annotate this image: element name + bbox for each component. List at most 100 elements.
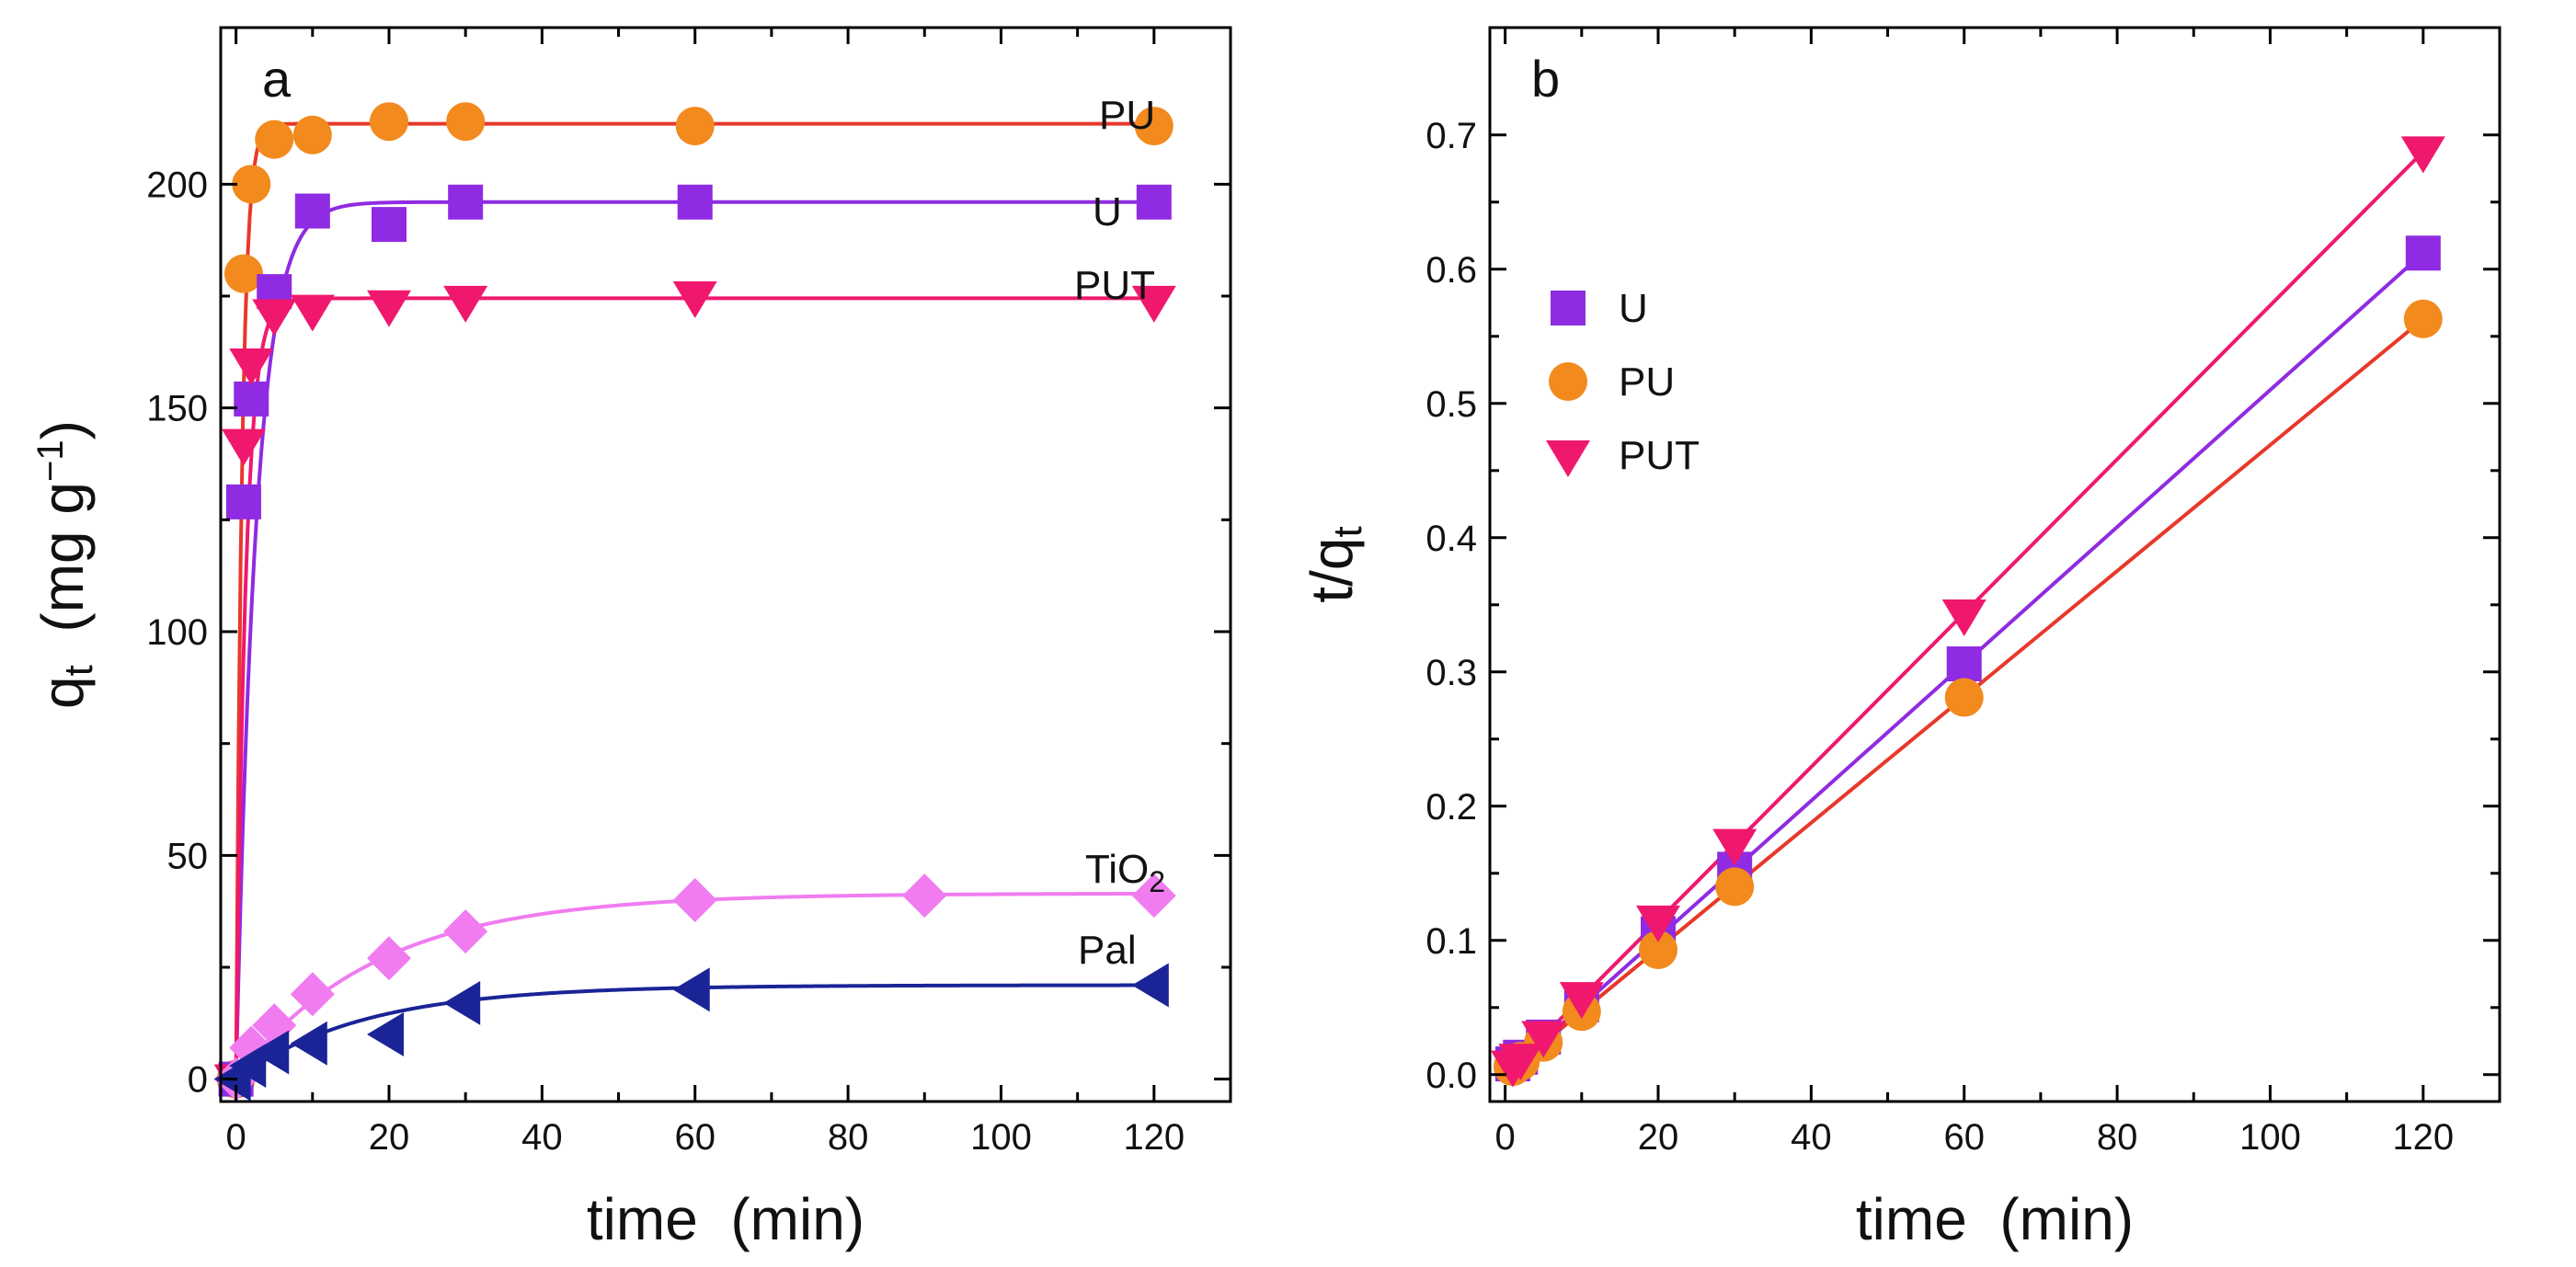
- panel-b-y-axis-title: t/qt: [1299, 526, 1370, 602]
- series-label-pu: PU: [1099, 93, 1155, 138]
- series-label-pal: Pal: [1078, 928, 1137, 973]
- panel-a-y-axis-title: qt (mg g−1): [29, 420, 101, 709]
- series-label-u: U: [1093, 189, 1122, 234]
- b-x-tick-label: 40: [1791, 1117, 1832, 1158]
- data-point-pal: [252, 1030, 290, 1075]
- data-point-u: [294, 193, 330, 229]
- b-x-tick-label: 100: [2239, 1117, 2301, 1158]
- data-point-put: [672, 281, 717, 318]
- b-y-tick-label: 0.2: [1425, 787, 1477, 828]
- b-x-tick-label: 120: [2392, 1117, 2454, 1158]
- data-point-pal: [443, 980, 481, 1025]
- data-point-put: [1559, 982, 1604, 1020]
- y-title-sub: t: [56, 665, 101, 676]
- data-point-pu: [2403, 299, 2443, 338]
- series-label-sub: 2: [1149, 865, 1165, 898]
- data-point-put: [443, 285, 488, 323]
- data-point-u: [225, 484, 261, 519]
- b-x-tick-label: 20: [1638, 1117, 1679, 1158]
- panel-b-letter: b: [1531, 50, 1560, 108]
- legend-label-put: PUT: [1619, 433, 1700, 478]
- panel-b: 0 20 40 60 80 100 1200.00.10.20.30.40.50.60.7 …: [1299, 26, 2502, 1252]
- data-point-put: [1498, 1044, 1543, 1081]
- series-label-put: PUT: [1074, 263, 1155, 308]
- series-label-tio2: TiO2: [1085, 847, 1165, 898]
- panel-a-letter: a: [262, 50, 292, 108]
- data-point-pu: [1944, 678, 1984, 717]
- a-x-tick-label: 100: [970, 1117, 1032, 1158]
- data-point-tio2: [902, 873, 947, 919]
- b-y-tick-label: 0.1: [1425, 921, 1477, 962]
- a-x-tick-label: 0: [226, 1117, 246, 1158]
- data-point-u: [2405, 235, 2441, 271]
- y-title-sub: t: [1325, 526, 1370, 537]
- legend-item-pu: PU: [1549, 360, 1675, 405]
- data-point-pu: [292, 115, 332, 154]
- data-point-pu: [223, 254, 263, 293]
- data-point-put: [2400, 136, 2445, 174]
- panel-b-x-axis-title: time (min): [1856, 1186, 2134, 1252]
- data-point-put: [1941, 599, 1986, 637]
- legend-label-pu: PU: [1619, 360, 1675, 405]
- a-x-tick-label: 20: [369, 1117, 410, 1158]
- b-y-tick-label: 0.5: [1425, 384, 1477, 425]
- panel-a-ticks: 0 20 40 60 80 100 120 0 50 100 150 200: [146, 28, 1231, 1158]
- data-point-put: [1521, 1021, 1566, 1058]
- data-point-tio2: [672, 878, 717, 922]
- data-point-pal: [367, 1012, 404, 1056]
- legend-marker-pu: [1549, 362, 1587, 401]
- data-point-pu: [1639, 930, 1677, 970]
- legend-marker-put: [1546, 440, 1590, 477]
- data-point-put: [221, 428, 266, 466]
- fit-line-pu: [234, 121, 1154, 1079]
- a-y-tick-label: 150: [146, 389, 208, 429]
- data-point-u: [677, 184, 713, 220]
- a-x-tick-label: 80: [828, 1117, 869, 1158]
- a-x-tick-label: 60: [674, 1117, 716, 1158]
- legend-marker-u: [1551, 291, 1586, 325]
- data-point-put: [1712, 828, 1757, 866]
- panel-b-frame: [1488, 26, 2502, 1103]
- panel-a-markers: [213, 102, 1176, 1101]
- data-point-pal: [1131, 963, 1169, 1008]
- data-point-pu: [1715, 867, 1755, 907]
- legend-item-put: PUT: [1546, 433, 1700, 478]
- data-point-u: [372, 207, 406, 243]
- legend-label-u: U: [1619, 286, 1648, 331]
- data-point-u: [234, 381, 269, 417]
- b-x-tick-label: 60: [1943, 1117, 1985, 1158]
- data-point-pu: [675, 107, 715, 146]
- data-point-pu: [446, 102, 486, 142]
- panel-b-ticks: 0 20 40 60 80 100 120 0.0 0.1 0.2 0.3 0.4 0.5 0.6 0.7: [1425, 28, 2500, 1158]
- data-point-put: [252, 299, 297, 337]
- data-point-put: [1636, 905, 1680, 942]
- data-point-put: [290, 294, 335, 332]
- b-y-tick-label: 0.7: [1425, 116, 1477, 156]
- panel-a: 0 20 40 60 80 100 120 0 50 100 150 200 a PU U PUT TiO2…: [29, 26, 1232, 1252]
- data-point-u: [1946, 646, 1982, 682]
- data-point-pal: [672, 967, 710, 1012]
- a-x-tick-label: 40: [521, 1117, 563, 1158]
- data-point-put: [367, 290, 411, 327]
- data-point-u: [1136, 184, 1172, 220]
- b-x-tick-label: 80: [2097, 1117, 2138, 1158]
- y-title-unit: (mg g: [29, 482, 96, 665]
- data-point-pu: [1134, 107, 1174, 146]
- data-point-tio2: [290, 972, 335, 1017]
- series-label-main: TiO: [1085, 847, 1149, 892]
- a-y-tick-label: 100: [146, 612, 208, 653]
- b-y-tick-label: 0.0: [1425, 1056, 1477, 1096]
- panel-a-x-axis-title: time (min): [587, 1186, 864, 1252]
- panel-a-fit-lines: [234, 121, 1154, 1081]
- fit-line-u: [234, 200, 1154, 1079]
- y-title-sup: −1: [30, 439, 71, 482]
- data-point-pu: [232, 165, 271, 204]
- data-point-tio2: [367, 936, 411, 981]
- data-point-pu: [370, 102, 408, 142]
- b-x-tick-label: 0: [1495, 1117, 1516, 1158]
- b-y-tick-label: 0.4: [1425, 519, 1477, 559]
- y-title-main: t/q: [1299, 538, 1365, 603]
- panel-a-series-labels: PU U PUT TiO2 Pal: [1074, 93, 1165, 973]
- a-y-tick-label: 50: [167, 836, 209, 876]
